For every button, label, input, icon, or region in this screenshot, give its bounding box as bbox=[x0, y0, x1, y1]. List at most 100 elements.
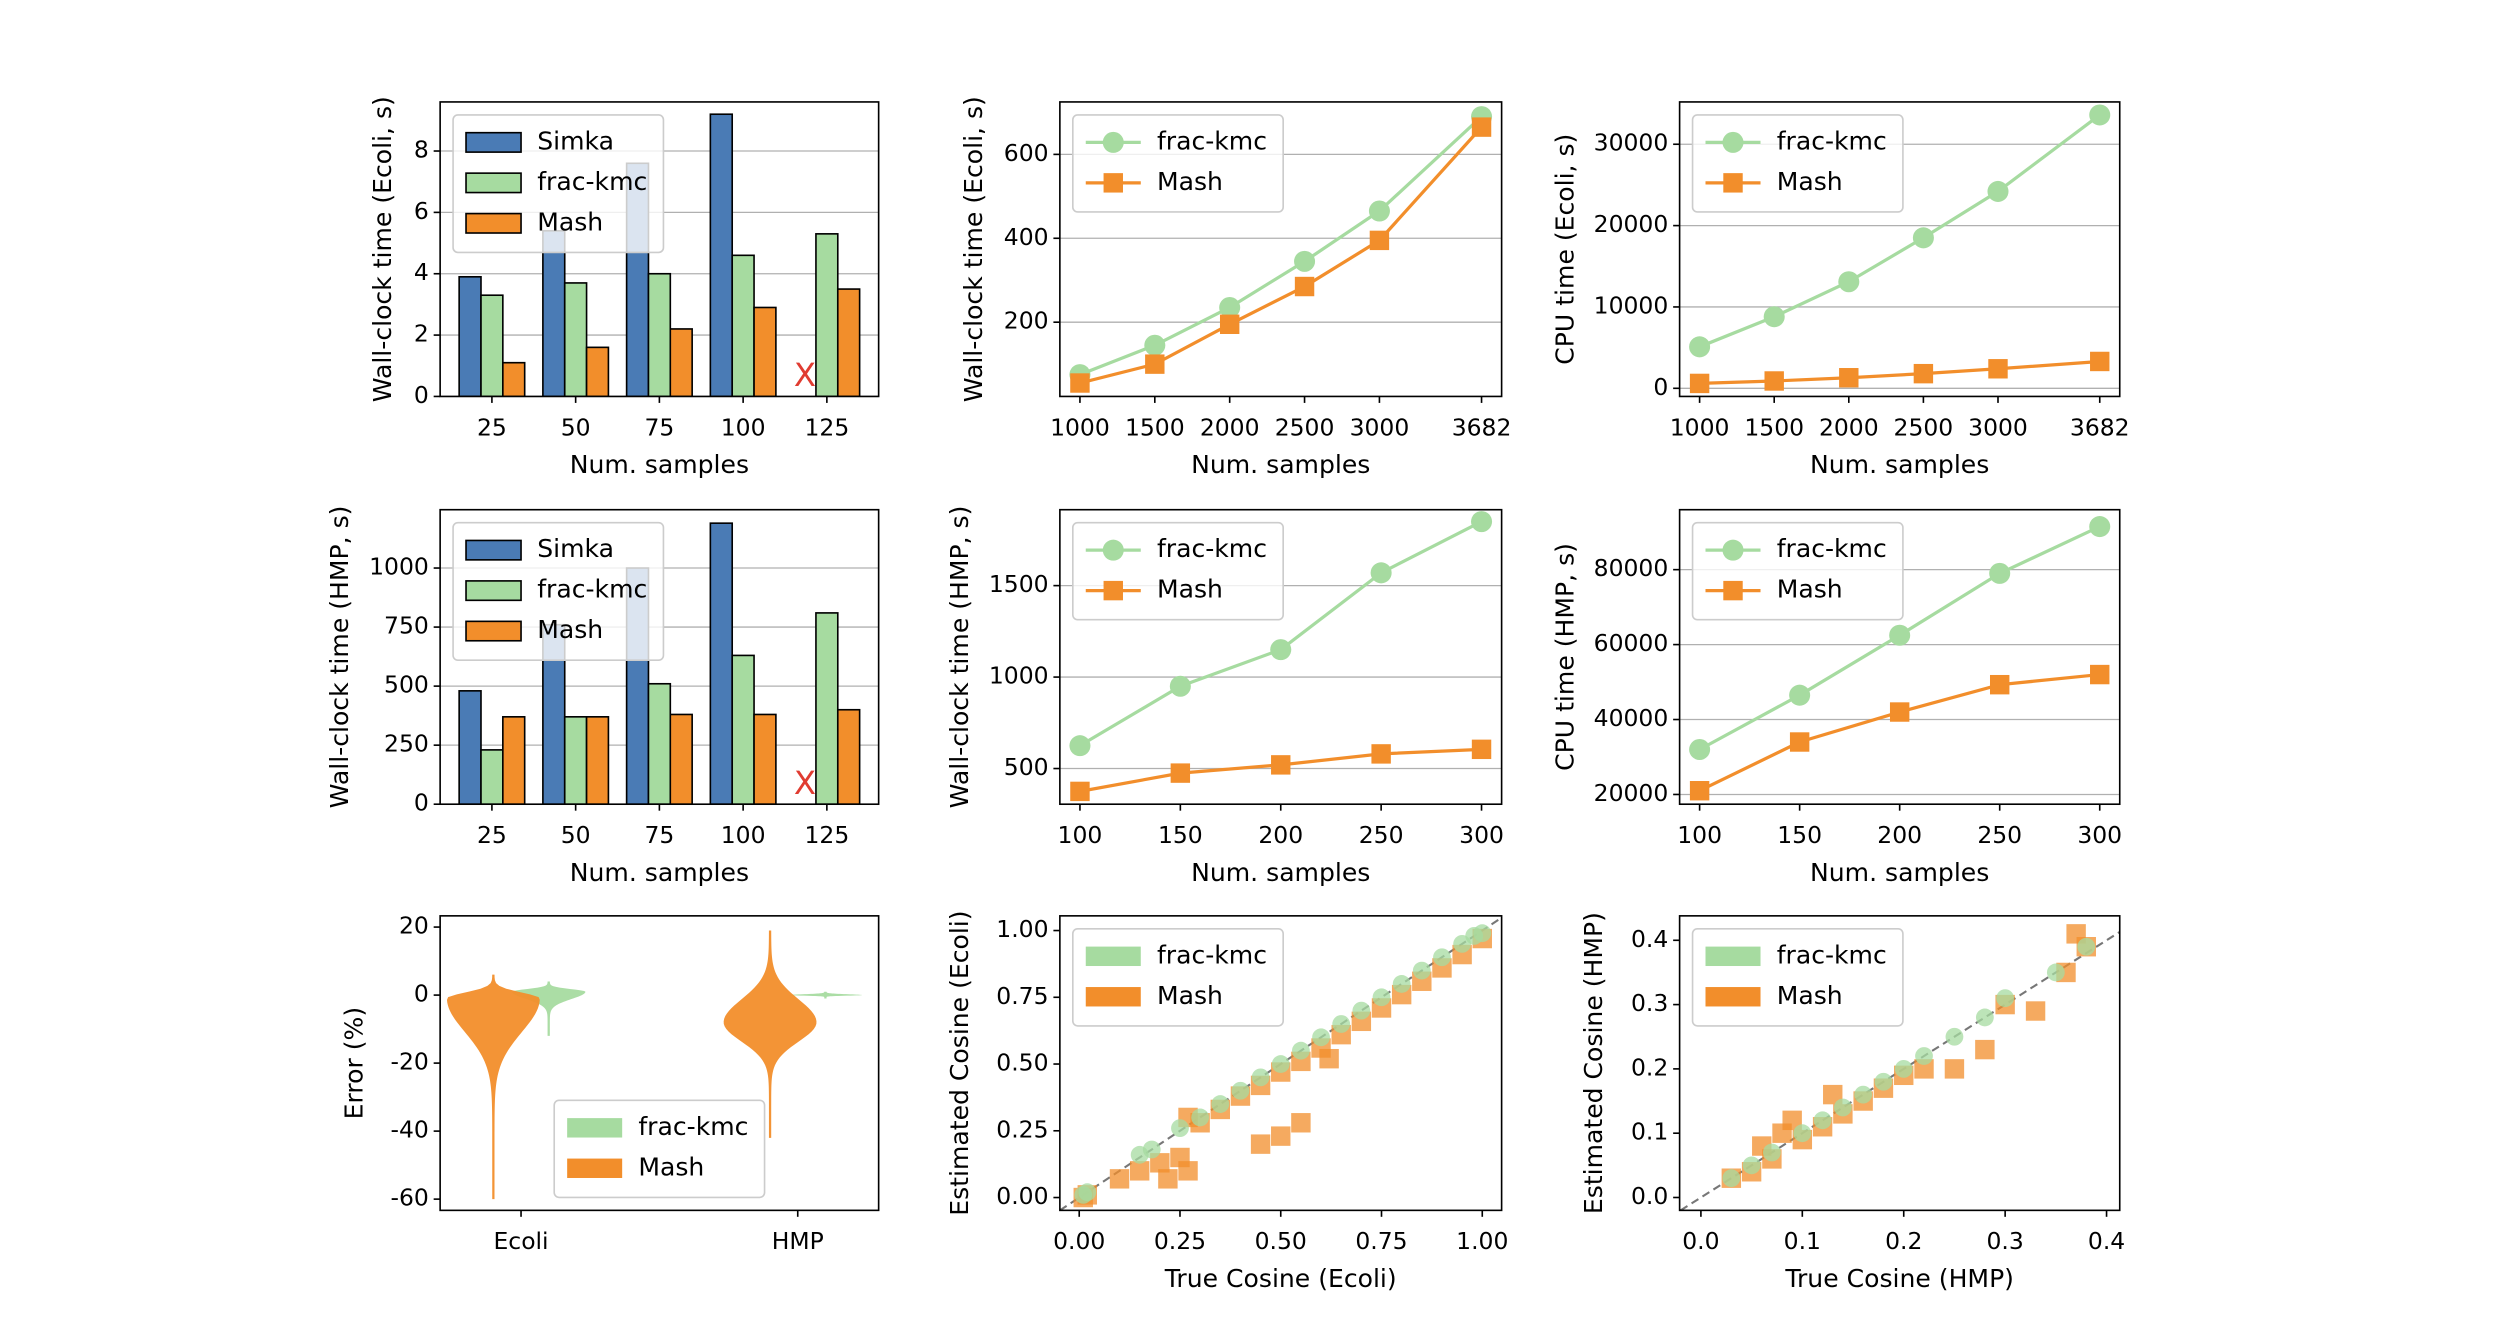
point bbox=[1332, 1015, 1351, 1033]
x-tick-label: 25 bbox=[477, 413, 507, 441]
y-tick-label: -60 bbox=[390, 1184, 428, 1212]
x-tick-label: Ecoli bbox=[493, 1227, 548, 1255]
series-line bbox=[1699, 359, 2100, 386]
bar bbox=[647, 272, 672, 397]
marker bbox=[1471, 511, 1493, 533]
y-axis-label: Wall-clock time (HMP, s) bbox=[945, 506, 974, 809]
marker bbox=[1763, 306, 1785, 328]
marker bbox=[2090, 664, 2110, 685]
point bbox=[1742, 1156, 1761, 1175]
bar bbox=[709, 522, 734, 805]
point bbox=[1975, 1008, 1994, 1027]
legend-box bbox=[1691, 521, 1904, 621]
legend-patch bbox=[465, 131, 522, 153]
x-tick-label: 200 bbox=[1877, 821, 1922, 849]
bar bbox=[669, 713, 693, 805]
y-axis-label: CPU time (HMP, s) bbox=[1550, 543, 1579, 771]
legend-label: frac-kmc bbox=[638, 1112, 748, 1141]
point bbox=[1782, 1110, 1802, 1131]
missing-marker: X bbox=[794, 356, 816, 394]
marker bbox=[1889, 624, 1911, 646]
x-tick-label: 75 bbox=[644, 821, 674, 849]
x-tick-label: 200 bbox=[1258, 821, 1303, 849]
marker bbox=[1368, 200, 1390, 222]
y-tick-label: 1500 bbox=[989, 570, 1049, 598]
legend-marker bbox=[1722, 131, 1744, 153]
point bbox=[1352, 1001, 1371, 1020]
bar bbox=[753, 306, 777, 397]
axes-frame bbox=[1059, 101, 1503, 398]
y-tick-label: 0.25 bbox=[996, 1115, 1048, 1143]
marker bbox=[1144, 334, 1166, 356]
y-tick-label: 600 bbox=[1004, 139, 1049, 167]
marker bbox=[1169, 675, 1191, 697]
series-line bbox=[1079, 126, 1483, 385]
violin bbox=[723, 930, 817, 1138]
violin bbox=[446, 974, 540, 1200]
legend-label: Mash bbox=[1777, 981, 1843, 1010]
point bbox=[1944, 1059, 1965, 1079]
x-tick-label: 100 bbox=[721, 413, 766, 441]
point bbox=[1372, 988, 1391, 1007]
marker bbox=[2089, 516, 2111, 538]
y-tick-label: 0.0 bbox=[1631, 1182, 1668, 1210]
panel: 0 10000 20000 30000 1000 1500 2000 2500 3000 3682… bbox=[1550, 101, 2130, 479]
y-tick-label: 0 bbox=[1653, 373, 1668, 401]
x-tick-label: 2500 bbox=[1894, 413, 1954, 441]
bar bbox=[709, 113, 734, 397]
x-tick-label: 0.0 bbox=[1682, 1227, 1719, 1255]
bar bbox=[502, 361, 526, 397]
panel: 500 1000 1500 100 150 200 250 300 Num. samples Wa… bbox=[945, 506, 1504, 887]
point bbox=[1473, 924, 1492, 943]
legend-label: Mash bbox=[1157, 167, 1223, 196]
x-tick-label: 300 bbox=[1459, 821, 1504, 849]
y-tick-label: 2 bbox=[414, 320, 429, 348]
marker bbox=[1764, 371, 1784, 391]
panel: -60 -40 -20 0 20 Ecoli HMP Error (%) frac-kmc Mas… bbox=[339, 912, 880, 1255]
bar bbox=[836, 708, 861, 805]
point bbox=[2025, 1001, 2046, 1021]
x-tick-label: 3682 bbox=[2070, 413, 2130, 441]
legend-patch bbox=[465, 620, 522, 642]
point bbox=[1129, 1161, 1150, 1181]
x-tick-label: 3000 bbox=[1350, 413, 1410, 441]
plot-area bbox=[1699, 113, 2101, 386]
legend: frac-kmc Mash bbox=[1072, 521, 1284, 621]
point bbox=[1178, 1161, 1198, 1181]
y-tick-label: 20 bbox=[399, 912, 429, 940]
bar bbox=[669, 328, 693, 397]
marker bbox=[2089, 104, 2111, 126]
x-tick-label: 1000 bbox=[1050, 413, 1110, 441]
x-tick-label: 150 bbox=[1158, 821, 1203, 849]
bar bbox=[563, 282, 588, 397]
y-tick-label: 200 bbox=[1004, 307, 1049, 335]
panel: 200 400 600 1000 1500 2000 2500 3000 3682 Num. sa… bbox=[959, 96, 1511, 479]
y-tick-label: 500 bbox=[1004, 753, 1049, 781]
legend-patch bbox=[1085, 946, 1141, 967]
y-tick-label: 20000 bbox=[1594, 210, 1669, 238]
x-tick-label: 125 bbox=[804, 413, 849, 441]
x-tick-label: 2000 bbox=[1819, 413, 1879, 441]
axes-frame bbox=[1678, 915, 2121, 1212]
legend-marker bbox=[1102, 539, 1124, 561]
x-axis-label: Num. samples bbox=[1810, 858, 1989, 887]
marker bbox=[1170, 763, 1191, 783]
bar bbox=[542, 229, 566, 397]
bar bbox=[563, 716, 588, 805]
legend-label: frac-kmc bbox=[1157, 534, 1267, 563]
legend-label: Simka bbox=[537, 534, 614, 563]
bar bbox=[815, 233, 839, 397]
x-tick-label: 0.4 bbox=[2088, 1227, 2125, 1255]
legend-patch bbox=[465, 580, 522, 602]
y-tick-label: 40000 bbox=[1594, 704, 1669, 732]
marker bbox=[1471, 739, 1492, 760]
marker bbox=[1371, 744, 1391, 764]
bar bbox=[480, 749, 504, 805]
legend-label: Mash bbox=[1157, 575, 1223, 604]
legend-label: Simka bbox=[537, 126, 614, 155]
legend-label: frac-kmc bbox=[1777, 940, 1887, 969]
legend-marker bbox=[1722, 539, 1744, 561]
y-tick-label: 60000 bbox=[1594, 629, 1669, 657]
y-tick-label: 1.00 bbox=[996, 915, 1048, 943]
